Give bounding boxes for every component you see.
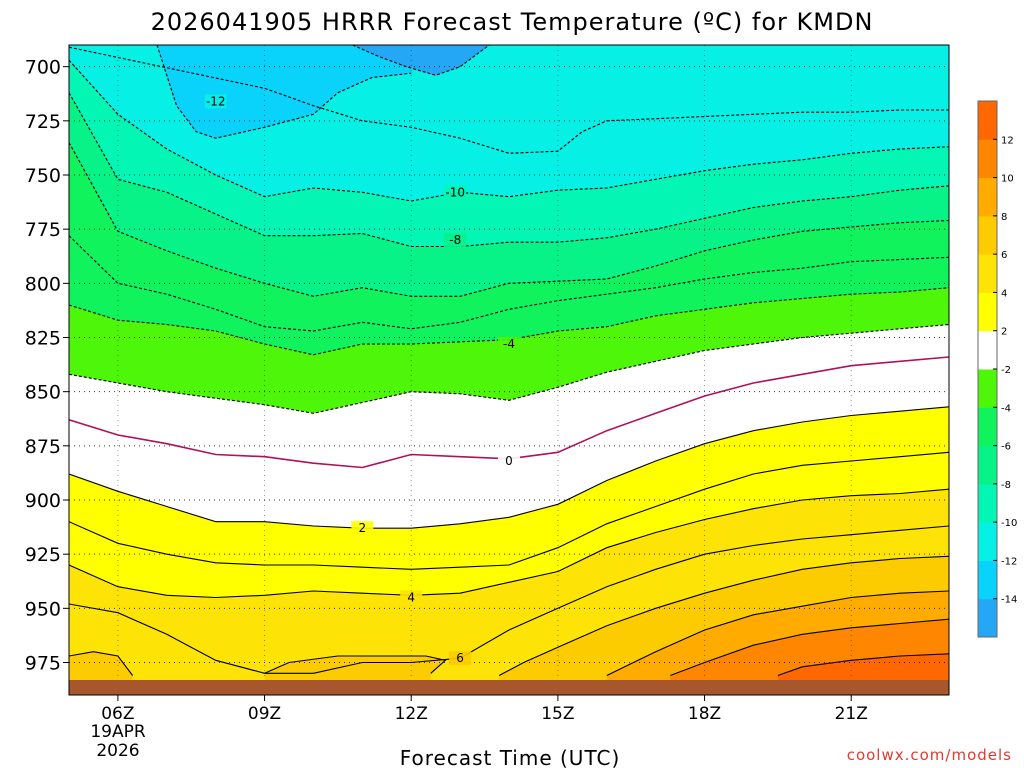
contour-line-5-13 bbox=[69, 525, 949, 674]
x-axis: 06Z 09Z 12Z 15Z 18Z 21Z bbox=[101, 695, 868, 724]
colorbar-tick-label-11: -12 bbox=[1001, 556, 1017, 567]
contour-label-3: -4 bbox=[503, 337, 515, 351]
x-tick-label-18Z: 18Z bbox=[688, 704, 721, 724]
colorbar-tick-label-5: 2 bbox=[1001, 327, 1007, 338]
band-top-0 bbox=[157, 45, 412, 139]
y-tick-label-925: 925 bbox=[25, 544, 61, 566]
y-tick-label-950: 950 bbox=[25, 598, 61, 620]
band-top-1 bbox=[352, 45, 490, 76]
colorbar-swatch-3 bbox=[978, 483, 997, 523]
y-tick-label-850: 850 bbox=[25, 382, 61, 404]
y-tick-label-800: 800 bbox=[25, 273, 61, 295]
contour-label-bg-1 bbox=[444, 185, 467, 200]
contour-label-4: 0 bbox=[505, 454, 513, 468]
y-axis: 700 725 750 775 800 825 850 875 900 925 950 975 bbox=[25, 57, 69, 675]
contour-line-10-18 bbox=[670, 618, 949, 677]
contour-line-minus12-0 bbox=[156, 45, 412, 139]
plot-frame bbox=[68, 44, 950, 696]
y-tick-label-775: 775 bbox=[25, 219, 61, 241]
contour-line-minus2-8 bbox=[69, 323, 949, 414]
x-tick-label-15Z: 15Z bbox=[541, 704, 574, 724]
colorbar-tick-label-6: -2 bbox=[1001, 365, 1011, 376]
colorbar-tick-label-0: 12 bbox=[1001, 135, 1014, 146]
colorbar-tick-label-8: -6 bbox=[1001, 442, 1011, 453]
y-tick-label-725: 725 bbox=[25, 111, 61, 133]
y-tick-label-875: 875 bbox=[25, 436, 61, 458]
y-tick-label-700: 700 bbox=[25, 57, 61, 79]
x-date-year: 2026 bbox=[96, 741, 139, 761]
contour-label-1: -10 bbox=[445, 185, 465, 199]
contour-line-12-19 bbox=[777, 653, 949, 677]
x-tick-label-12Z: 12Z bbox=[395, 704, 428, 724]
colorbar: 12 10 8 6 4 2 -2 -4 -6 -8 -10 -12 -14 bbox=[977, 100, 1017, 638]
x-axis-label: Forecast Time (UTC) bbox=[400, 746, 621, 768]
ground-band bbox=[69, 680, 949, 695]
y-tick-label-825: 825 bbox=[25, 328, 61, 350]
colorbar-tick-label-2: 8 bbox=[1001, 212, 1007, 223]
contour-line-3-11 bbox=[69, 451, 949, 570]
chart-title: 2026041905 HRRR Forecast Temperature (ºC… bbox=[151, 8, 874, 36]
colorbar-swatch-5 bbox=[978, 407, 997, 447]
contour-label-2: -8 bbox=[449, 233, 461, 247]
colorbar-swatch-2 bbox=[978, 522, 997, 561]
contour-labels: -12 -10 -8 -4 0 2 4 6 bbox=[204, 94, 520, 666]
colorbar-swatch-12 bbox=[978, 139, 997, 179]
colorbar-swatch-13 bbox=[978, 101, 997, 140]
temperature-fill-bands bbox=[69, 45, 949, 695]
colorbar-swatch-10 bbox=[978, 215, 997, 255]
contour-label-0: -12 bbox=[206, 94, 226, 108]
colorbar-swatch-11 bbox=[978, 177, 997, 217]
contour-line-4-12 bbox=[69, 488, 949, 599]
contour-line-8-17 bbox=[606, 590, 949, 676]
colorbar-tick-label-3: 6 bbox=[1001, 250, 1007, 261]
y-tick-label-975: 975 bbox=[25, 653, 61, 675]
y-tick-label-900: 900 bbox=[25, 490, 61, 512]
colorbar-swatch-6 bbox=[978, 369, 997, 408]
x-tick-label-21Z: 21Z bbox=[835, 704, 868, 724]
contour-label-bg-7 bbox=[449, 651, 472, 666]
contour-label-bg-6 bbox=[400, 590, 423, 605]
contour-line-2-10 bbox=[69, 406, 949, 529]
contour-label-6: 4 bbox=[407, 591, 415, 605]
contour-label-7: 6 bbox=[456, 651, 464, 665]
credit-text: coolwx.com/models bbox=[847, 746, 1012, 764]
contour-line-6-14 bbox=[69, 651, 134, 676]
contour-label-bg-2 bbox=[444, 233, 467, 247]
colorbar-swatch-8 bbox=[978, 292, 997, 332]
x-tick-label-09Z: 09Z bbox=[248, 704, 281, 724]
contour-line-minus8-4 bbox=[69, 92, 949, 248]
colorbar-tick-label-1: 10 bbox=[1001, 174, 1014, 185]
colorbar-tick-label-12: -14 bbox=[1001, 595, 1017, 606]
contour-line-minus14-1 bbox=[352, 45, 490, 76]
colorbar-swatch-9 bbox=[978, 254, 997, 293]
grid-lines bbox=[69, 45, 949, 695]
contour-line-6-15 bbox=[264, 655, 447, 674]
plot-area: -12 -10 -8 -4 0 2 4 6 bbox=[68, 44, 950, 696]
colorbar-tick-label-4: 4 bbox=[1001, 288, 1007, 299]
contour-line-6-16 bbox=[498, 555, 949, 676]
colorbar-swatch-4 bbox=[978, 445, 997, 485]
colorbar-tick-label-9: -8 bbox=[1001, 480, 1011, 491]
contour-label-bg-3 bbox=[498, 337, 520, 351]
x-tick-label-06Z: 06Z bbox=[101, 704, 134, 724]
contour-label-bg-0 bbox=[204, 94, 227, 109]
contour-label-5: 2 bbox=[359, 521, 367, 535]
colorbar-swatch-1 bbox=[978, 560, 997, 600]
contour-line-minus6-5 bbox=[69, 142, 949, 297]
y-tick-label-750: 750 bbox=[25, 165, 61, 187]
colorbar-swatch-7 bbox=[978, 330, 997, 370]
colorbar-swatch-0 bbox=[978, 598, 997, 638]
colorbar-tick-label-7: -4 bbox=[1001, 403, 1011, 414]
contour-line-minus11-2 bbox=[69, 46, 949, 154]
colorbar-tick-label-10: -10 bbox=[1001, 518, 1017, 529]
contour-line-minus5-6 bbox=[69, 235, 949, 332]
contour-label-bg-5 bbox=[351, 521, 374, 536]
x-date-day: 19APR bbox=[90, 722, 146, 742]
contour-label-bg-4 bbox=[498, 454, 520, 468]
